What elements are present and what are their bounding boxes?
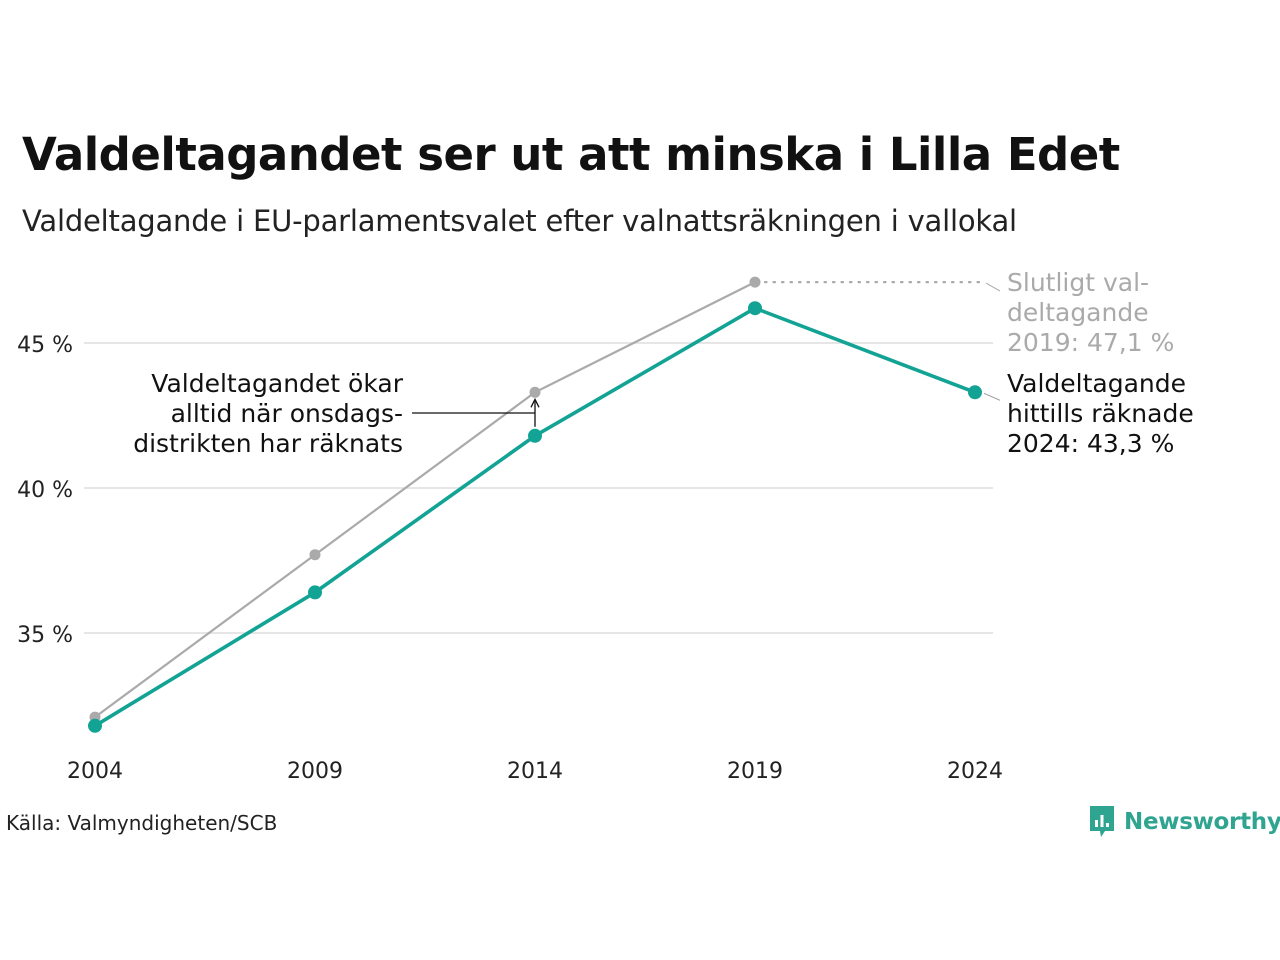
y-axis-ticks: 35 % 40 % 45 % xyxy=(17,333,73,648)
x-tick-label: 2024 xyxy=(947,759,1003,784)
final-turnout-line xyxy=(93,281,757,719)
current-turnout-point xyxy=(528,428,542,443)
note-line: Valdeltagandet ökar xyxy=(151,369,403,398)
note-line: alltid när onsdags- xyxy=(171,399,403,428)
x-tick-label: 2014 xyxy=(507,759,563,784)
final-turnout-point xyxy=(749,276,761,288)
final-label-line: Slutligt val- xyxy=(1007,268,1149,297)
y-tick-label: 35 % xyxy=(17,623,73,648)
current-turnout-point xyxy=(308,585,322,600)
current-turnout-point xyxy=(88,718,102,733)
current-label-line: Valdeltagande xyxy=(1007,369,1186,398)
brand-name: Newsworthy xyxy=(1124,809,1280,835)
source-note: Källa: Valmyndigheten/SCB xyxy=(6,811,278,835)
chart-title: Valdeltagandet ser ut att minska i Lilla… xyxy=(22,128,1120,181)
current-turnout-point xyxy=(748,301,762,316)
current-label-line: 2024: 43,3 % xyxy=(1007,429,1174,458)
x-tick-label: 2019 xyxy=(727,759,783,784)
final-leader-tick xyxy=(985,282,1001,292)
note-line: distrikten har räknats xyxy=(133,429,403,458)
series xyxy=(88,276,982,733)
final-label-line: 2019: 47,1 % xyxy=(1007,328,1174,357)
final-turnout-point xyxy=(529,386,541,398)
note-arrow-head xyxy=(530,397,540,408)
x-tick-label: 2009 xyxy=(287,759,343,784)
current-leader-tick xyxy=(983,392,1001,401)
y-tick-label: 40 % xyxy=(17,478,73,503)
chart-subtitle: Valdeltagande i EU-parlamentsvalet efter… xyxy=(22,204,1017,238)
y-tick-label: 45 % xyxy=(17,333,73,358)
newsworthy-logo: Newsworthy xyxy=(1088,804,1280,840)
current-label-line: hittills räknade xyxy=(1007,399,1194,428)
x-tick-label: 2004 xyxy=(67,759,123,784)
newsworthy-logo-icon xyxy=(1090,806,1114,837)
current-turnout-point xyxy=(968,385,982,400)
final-turnout-point xyxy=(309,549,321,561)
final-label-line: deltagande xyxy=(1007,298,1149,327)
x-axis-ticks: 2004 2009 2014 2019 2024 xyxy=(67,759,1003,784)
